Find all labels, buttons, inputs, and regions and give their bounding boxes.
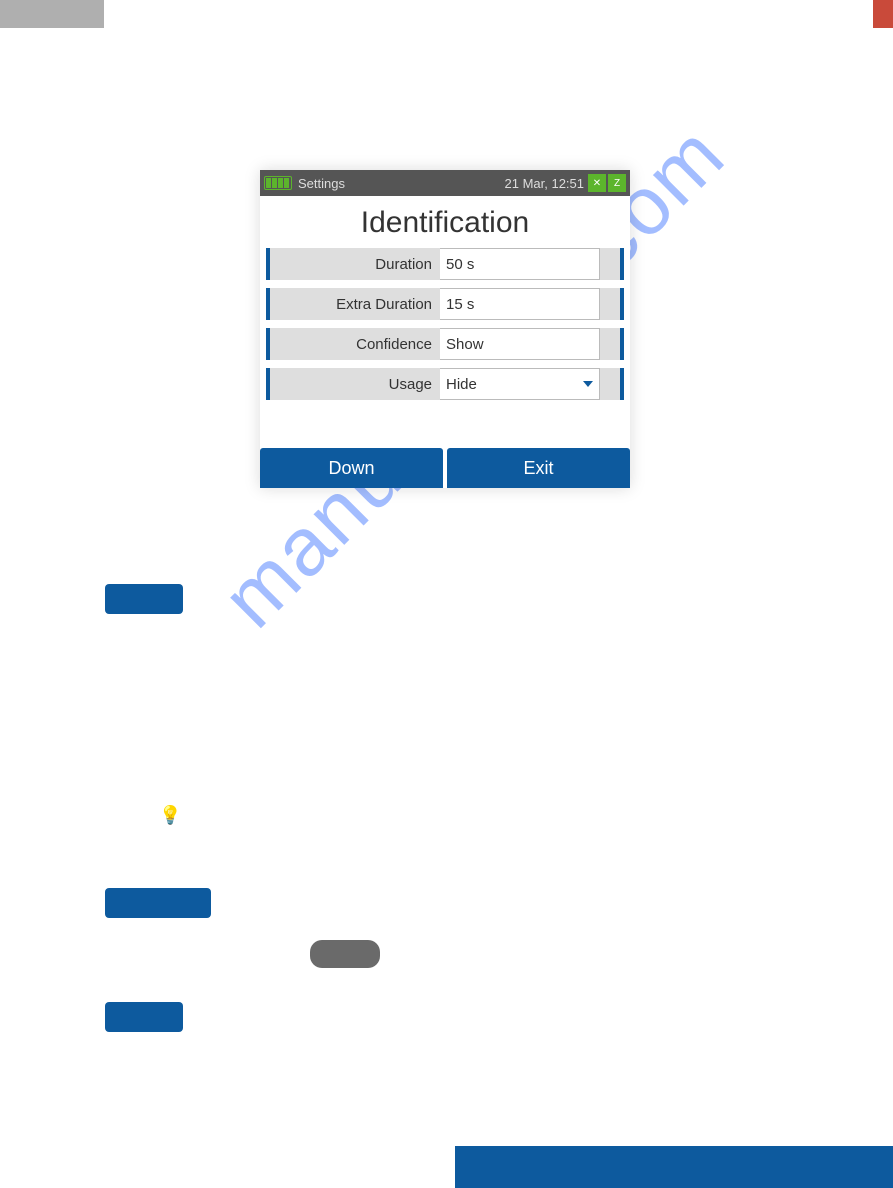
setting-label: Duration <box>270 248 440 280</box>
down-button[interactable]: Down <box>260 448 443 488</box>
screen-title: Identification <box>260 196 630 248</box>
setting-end <box>600 248 620 280</box>
setting-row-confidence[interactable]: Confidence Show <box>266 328 624 360</box>
status-bar: Settings 21 Mar, 12:51 ✕ Z <box>260 170 630 196</box>
blue-box-3 <box>105 1002 183 1032</box>
blue-box-1 <box>105 584 183 614</box>
setting-end <box>600 288 620 320</box>
lightbulb-icon: 💡 <box>159 805 181 826</box>
setting-value-text: Hide <box>446 376 477 393</box>
signal-icon: ✕ <box>588 174 606 192</box>
battery-icon <box>264 176 292 190</box>
setting-end <box>600 368 620 400</box>
page-footer-bar <box>455 1146 893 1188</box>
top-bar-red-accent <box>873 0 893 28</box>
device-screenshot: Settings 21 Mar, 12:51 ✕ Z Identificatio… <box>260 170 630 488</box>
sleep-icon: Z <box>608 174 626 192</box>
exit-button[interactable]: Exit <box>447 448 630 488</box>
top-bar-gray-tab <box>0 0 104 28</box>
top-bar <box>0 0 893 28</box>
setting-value: 50 s <box>440 248 600 280</box>
setting-value: Show <box>440 328 600 360</box>
setting-row-usage[interactable]: Usage Hide <box>266 368 624 400</box>
status-icons: ✕ Z <box>588 174 626 192</box>
blue-box-2 <box>105 888 211 918</box>
setting-row-extra-duration[interactable]: Extra Duration 15 s <box>266 288 624 320</box>
chevron-down-icon <box>583 381 593 387</box>
setting-value-dropdown[interactable]: Hide <box>440 368 600 400</box>
setting-row-duration[interactable]: Duration 50 s <box>266 248 624 280</box>
setting-label: Usage <box>270 368 440 400</box>
setting-label: Confidence <box>270 328 440 360</box>
status-bar-title: Settings <box>298 176 505 191</box>
setting-end <box>600 328 620 360</box>
setting-label: Extra Duration <box>270 288 440 320</box>
setting-value: 15 s <box>440 288 600 320</box>
bottom-buttons: Down Exit <box>260 448 630 488</box>
gray-box-1 <box>310 940 380 968</box>
status-bar-date: 21 Mar, 12:51 <box>505 176 585 191</box>
